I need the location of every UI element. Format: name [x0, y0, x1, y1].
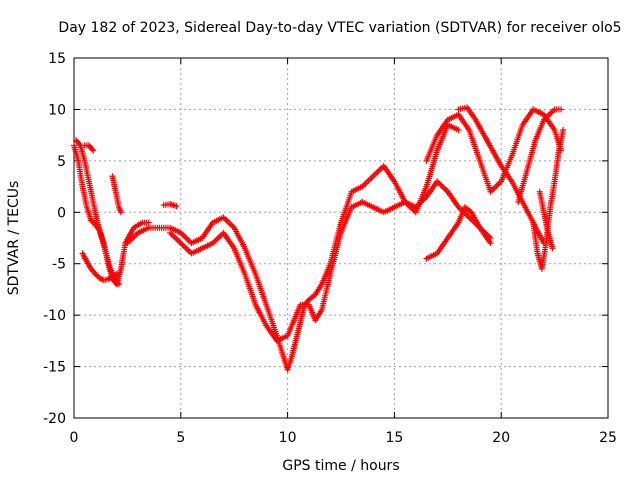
series-sat-k [455, 104, 547, 247]
series-sat-d [81, 142, 97, 154]
data-point [90, 147, 97, 154]
data-point [114, 280, 121, 286]
x-tick-label: 20 [492, 430, 510, 446]
chart-title: Day 182 of 2023, Sidereal Day-to-day VTE… [58, 20, 621, 36]
y-tick-label: -10 [43, 308, 66, 324]
y-tick-label: 15 [48, 51, 66, 67]
y-tick-label: -15 [43, 360, 66, 376]
data-point [549, 245, 556, 252]
data-point [113, 271, 120, 277]
x-axis: 0 5 10 15 20 25 [70, 58, 617, 446]
x-tick-label: 15 [385, 430, 403, 446]
data-points [71, 104, 567, 373]
y-tick-label: 5 [57, 154, 66, 170]
data-point [76, 141, 83, 148]
grid [74, 58, 608, 418]
y-axis: -20 -15 -10 -5 0 5 10 15 [43, 51, 608, 427]
series-sat-i [423, 106, 565, 195]
data-point [145, 219, 152, 226]
data-point [115, 281, 122, 288]
series-sat-g [167, 178, 494, 344]
y-tick-label: 10 [48, 102, 66, 118]
data-point [173, 203, 180, 210]
series-sat-h [160, 201, 180, 210]
series-sat-e [109, 173, 124, 216]
data-point [560, 127, 567, 133]
series-sat-j [423, 204, 494, 262]
x-tick-label: 25 [599, 430, 617, 446]
x-tick-label: 0 [70, 430, 79, 446]
y-tick-label: 0 [57, 205, 66, 221]
series-sat-n [536, 188, 556, 252]
data-point [487, 240, 494, 247]
data-point [455, 127, 462, 133]
x-axis-label: GPS time / hours [282, 458, 399, 474]
series-sat-l [515, 106, 565, 205]
y-axis-label: SDTVAR / TECUs [6, 181, 22, 296]
x-tick-label: 5 [176, 430, 185, 446]
data-point [117, 209, 124, 216]
y-tick-label: -5 [52, 257, 66, 273]
plot-frame [73, 57, 609, 419]
y-tick-label: -20 [43, 411, 66, 427]
series-sat-c [79, 250, 120, 284]
series-sat-m [530, 127, 567, 272]
data-point [558, 106, 565, 113]
data-point [89, 146, 96, 153]
x-tick-label: 10 [279, 430, 297, 446]
